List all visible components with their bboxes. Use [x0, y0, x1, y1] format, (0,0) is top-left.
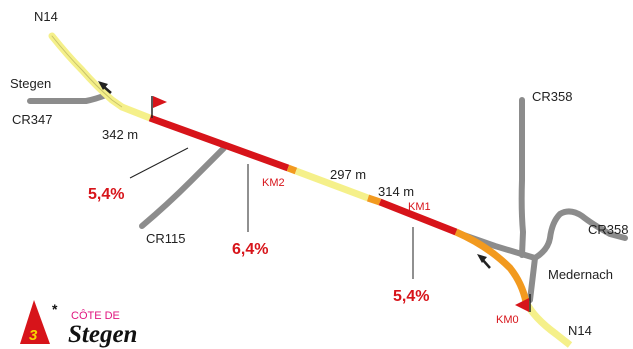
road-label-cr358-right: CR358: [588, 222, 628, 237]
side-roads: [27, 92, 628, 303]
road-label-partial: 257: [512, 346, 534, 349]
arrow-icon: [98, 81, 112, 94]
segment-moderate-3: [454, 228, 530, 303]
climb-route: [120, 103, 573, 348]
climb-category: CÔTE DE: [71, 309, 120, 322]
distance-label: 297 m: [330, 167, 366, 182]
km-marker-label: KM0: [496, 314, 519, 326]
gradient-label: 5,4%: [88, 186, 124, 203]
climb-number: 3: [29, 327, 38, 344]
road-junction-link: [452, 229, 538, 261]
road-cr358-north: [518, 97, 526, 258]
km-marker-label: KM2: [262, 177, 285, 189]
road-label-cr347: CR347: [12, 112, 52, 127]
climb-star: *: [52, 301, 58, 317]
climb-name: Stegen: [68, 321, 137, 348]
segment-flat-end: [522, 300, 573, 348]
segment-moderate-2: [366, 194, 382, 206]
gradient-leaders: [129, 147, 414, 279]
road-label-cr358-top: CR358: [532, 89, 572, 104]
segment-steep-2: [378, 198, 458, 236]
gradient-label: 5,4%: [393, 288, 429, 305]
road-cr347: [27, 92, 109, 104]
climb-badge: 3 * CÔTE DE Stegen: [20, 300, 137, 348]
distance-label: 314 m: [378, 184, 414, 199]
road-cr115: [139, 145, 227, 229]
arrow-icon: [477, 254, 491, 269]
place-label-medernach: Medernach: [548, 267, 613, 282]
main-road: [48, 32, 126, 111]
segment-flat-start: [120, 103, 152, 122]
road-cr358-east: [532, 208, 628, 261]
km-marker-label: KM1: [408, 201, 431, 213]
gradient-label: 6,4%: [232, 241, 268, 258]
main-road-edge: [51, 35, 123, 108]
road-label-n14-top: N14: [34, 9, 58, 24]
leader-line: [129, 147, 189, 179]
segment-moderate-1: [286, 164, 298, 175]
segment-flat-mid: [294, 167, 370, 202]
distance-label: 342 m: [102, 127, 138, 142]
road-label-cr115: CR115: [146, 231, 186, 246]
road-label-n14-bottom: N14: [568, 323, 592, 338]
climb-triangle-icon: [20, 300, 50, 344]
place-label-stegen: Stegen: [10, 76, 51, 91]
flag-icon: [515, 294, 531, 312]
road-medernach-south: [527, 255, 538, 303]
segment-steep-1: [148, 114, 290, 172]
flag-icon: [151, 96, 167, 118]
